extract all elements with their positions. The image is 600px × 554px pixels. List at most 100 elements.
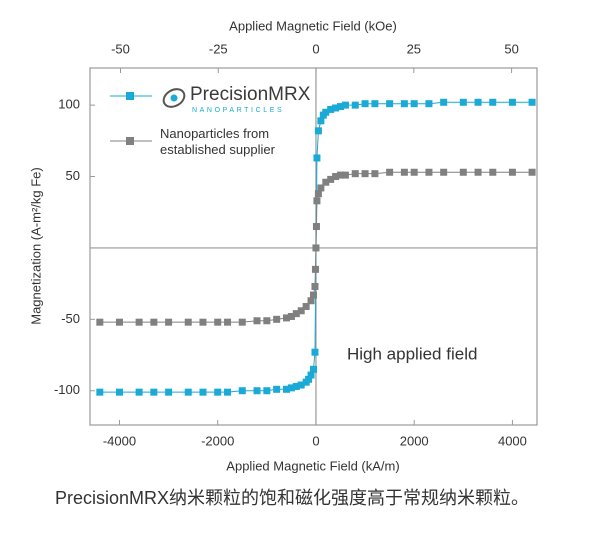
marker	[307, 371, 315, 379]
marker	[459, 168, 467, 176]
top-tick-label: -25	[209, 41, 228, 56]
marker	[313, 197, 321, 205]
marker	[311, 265, 319, 273]
marker	[508, 98, 516, 106]
x-tick-label: 0	[312, 433, 319, 448]
marker	[410, 168, 418, 176]
logo-icon	[162, 88, 186, 108]
marker	[310, 365, 317, 373]
x-tick-label: 2000	[400, 433, 429, 448]
y-tick-label: 100	[58, 97, 80, 112]
marker	[199, 318, 207, 326]
marker	[425, 100, 433, 108]
marker	[307, 297, 315, 305]
top-tick-label: -50	[111, 41, 130, 56]
marker	[440, 168, 448, 176]
marker	[263, 387, 271, 395]
marker	[317, 184, 325, 192]
marker	[302, 302, 310, 310]
marker	[135, 318, 143, 326]
marker	[351, 170, 359, 178]
marker	[327, 105, 335, 113]
marker	[474, 168, 482, 176]
marker	[96, 318, 104, 326]
marker	[314, 190, 322, 198]
marker	[297, 307, 305, 315]
x-axis-title: Applied Magnetic Field (kA/m)	[226, 458, 399, 473]
marker	[361, 170, 369, 178]
legend-label: Nanoparticles from established supplier	[160, 126, 275, 157]
x-tick-label: -2000	[201, 433, 234, 448]
marker	[150, 388, 158, 396]
x-tick-label: -4000	[103, 433, 136, 448]
marker	[508, 168, 516, 176]
marker	[150, 318, 158, 326]
marker	[312, 244, 320, 252]
marker	[361, 100, 369, 108]
marker	[311, 282, 319, 290]
marker	[184, 318, 192, 326]
marker	[310, 291, 317, 299]
y-tick-label: -50	[61, 311, 80, 326]
marker	[292, 382, 300, 390]
marker	[474, 98, 482, 106]
marker	[400, 168, 408, 176]
marker	[425, 168, 433, 176]
marker	[253, 387, 261, 395]
marker	[332, 104, 340, 112]
top-axis-title: Applied Magnetic Field (kOe)	[229, 18, 397, 33]
marker	[214, 318, 222, 326]
marker	[371, 100, 379, 108]
x-tick-label: 4000	[498, 433, 527, 448]
marker	[459, 98, 467, 106]
y-tick-label: -100	[54, 382, 80, 397]
marker	[351, 101, 359, 109]
marker	[282, 385, 290, 393]
legend-marker	[126, 137, 134, 145]
legend-logo-subtext: NANOPARTICLES	[192, 107, 284, 114]
marker	[115, 388, 123, 396]
plot-frame	[89, 67, 538, 426]
marker	[214, 388, 222, 396]
marker	[489, 168, 497, 176]
top-tick-label: 0	[312, 41, 319, 56]
marker	[305, 375, 313, 383]
marker	[312, 223, 320, 231]
y-axis-title: Magnetization (A-m²/kg Fe)	[28, 167, 43, 325]
marker	[287, 312, 295, 320]
legend-marker	[126, 92, 134, 100]
marker	[317, 117, 325, 125]
marker	[314, 127, 322, 135]
marker	[410, 100, 418, 108]
marker	[386, 168, 394, 176]
marker	[292, 310, 300, 318]
y-tick-label: 50	[66, 168, 80, 183]
marker	[165, 318, 173, 326]
marker	[297, 381, 305, 389]
marker	[238, 318, 246, 326]
marker	[371, 170, 379, 178]
marker	[273, 315, 281, 323]
marker	[327, 175, 335, 183]
marker	[440, 98, 448, 106]
marker	[341, 171, 349, 179]
annotation: High applied field	[347, 344, 477, 363]
marker	[165, 388, 173, 396]
chart: Applied Magnetic Field (kOe) Applied Mag…	[28, 18, 538, 473]
marker	[224, 388, 232, 396]
marker	[263, 317, 271, 325]
marker	[386, 100, 394, 108]
marker	[332, 173, 340, 181]
marker	[224, 318, 232, 326]
marker	[184, 388, 192, 396]
marker	[400, 100, 408, 108]
marker	[337, 171, 345, 179]
caption: PrecisionMRX纳米颗粒的饱和磁化强度高于常规纳米颗粒。	[55, 488, 530, 508]
marker	[135, 388, 143, 396]
top-tick-label: 25	[407, 41, 421, 56]
marker	[528, 168, 536, 176]
marker	[96, 388, 104, 396]
marker	[287, 384, 295, 392]
marker	[282, 314, 290, 322]
